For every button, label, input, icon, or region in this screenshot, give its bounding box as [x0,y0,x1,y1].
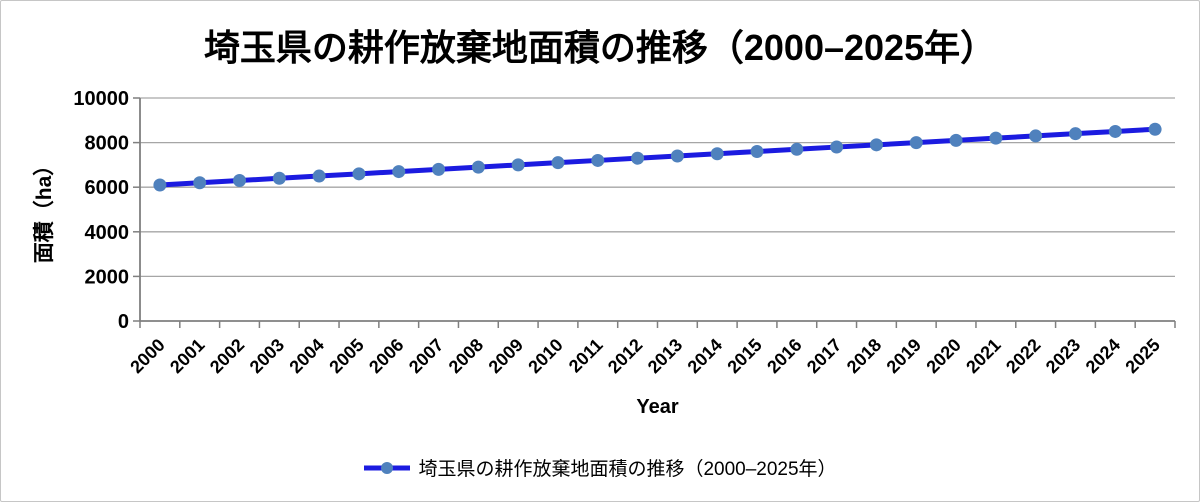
legend-marker-sample [381,461,394,474]
data-point [1029,129,1043,143]
x-tick-label: 2024 [1082,335,1124,377]
x-tick-label: 2012 [604,335,646,377]
x-tick-label: 2014 [684,335,726,377]
y-tick-label: 0 [118,311,129,333]
data-point [710,147,724,161]
data-point [272,171,286,185]
data-point [989,131,1003,145]
x-tick-label: 2001 [166,335,208,377]
data-point [392,165,406,179]
x-tick-label: 2010 [524,335,566,377]
data-line [157,126,1158,188]
data-point [1108,124,1122,138]
data-point [511,158,525,172]
y-tick-label: 2000 [85,266,130,288]
x-tick-label: 2018 [843,335,885,377]
data-point [312,169,326,183]
y-tick-label: 10000 [73,88,129,110]
data-point [471,160,485,174]
data-point [1068,127,1082,141]
x-tick-label: 2017 [803,335,845,377]
legend-line-marker-icon [364,461,411,474]
legend-label: 埼玉県の耕作放棄地面積の推移（2000–2025年） [418,459,837,480]
data-point [153,178,167,192]
x-tick-label: 2002 [206,335,248,377]
x-tick-label: 2022 [1002,335,1044,377]
data-point [1148,122,1162,136]
data-point [670,149,684,163]
x-tick-label: 2019 [883,335,925,377]
data-point [551,156,565,170]
x-tick-label: 2015 [723,335,765,377]
data-point [352,167,366,181]
x-tick-label: 2020 [922,335,964,377]
x-tick-label: 2009 [485,335,527,377]
data-point [432,162,446,176]
data-point [949,133,963,147]
y-tick-label: 6000 [85,177,130,199]
x-tick-label: 2000 [126,335,168,377]
x-tick-label: 2023 [1042,335,1084,377]
data-point [233,174,247,188]
x-tick-label: 2013 [644,335,686,377]
x-tick-label: 2005 [325,335,367,377]
data-point [750,145,764,159]
y-tick-label: 4000 [85,222,130,244]
x-tick-label: 2006 [365,335,407,377]
x-tick-label: 2021 [962,335,1004,377]
x-tick-label: 2003 [246,335,288,377]
y-tick-label: 8000 [85,133,130,155]
data-point [790,142,804,156]
chart-title: 埼玉県の耕作放棄地面積の推移（2000–2025年） [203,27,997,68]
x-tick-label: 2004 [286,335,328,377]
data-point [869,138,883,152]
x-tick-label: 2011 [565,335,607,377]
x-tick-label: 2007 [405,335,447,377]
x-tick-label: 2025 [1121,335,1163,377]
data-point [909,136,923,150]
data-point [193,176,207,190]
data-point [631,151,645,165]
x-tick-label: 2008 [445,335,487,377]
x-tick-label: 2016 [763,335,805,377]
data-point [830,140,844,154]
x-axis-title: Year [636,396,679,418]
data-point [591,153,605,167]
legend: 埼玉県の耕作放棄地面積の推移（2000–2025年） [1,454,1199,481]
